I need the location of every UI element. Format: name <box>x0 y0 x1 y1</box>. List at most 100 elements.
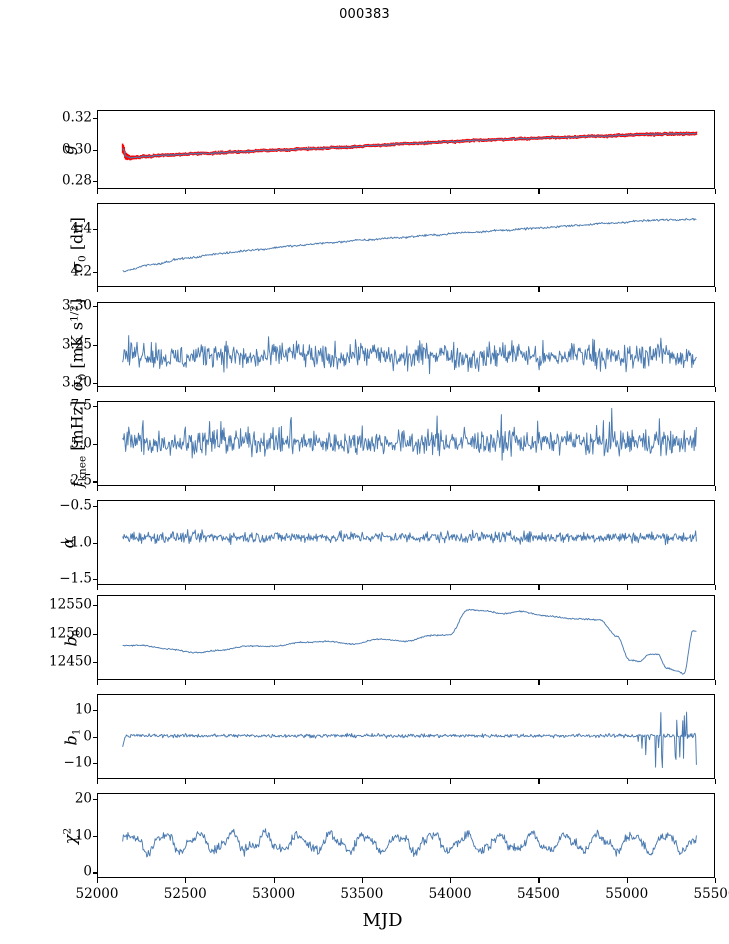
y-tick-label: 3.25 <box>61 335 92 352</box>
x-tick-mark <box>361 486 363 491</box>
x-tick-row <box>97 680 717 686</box>
x-tick-mark <box>715 878 717 883</box>
y-tick-mark <box>93 383 97 385</box>
x-tick-mark <box>715 287 717 292</box>
figure-title: 000383 <box>339 7 390 22</box>
y-tick-label: 5.0 <box>70 434 92 451</box>
y-tick-mark <box>93 505 97 507</box>
data-line-chi2 <box>122 828 697 858</box>
x-tick-mark <box>538 486 540 491</box>
y-tick-label: −0.5 <box>59 497 92 514</box>
x-tick-label: 54500 <box>516 886 560 902</box>
data-line-b0 <box>122 608 697 675</box>
y-tick-label: 10 <box>74 826 92 843</box>
y-tick-mark <box>93 443 97 445</box>
y-tick-label: −1.0 <box>59 533 92 550</box>
y-tick-label: 3.20 <box>61 374 92 391</box>
y-tick-mark <box>93 736 97 738</box>
x-tick-mark <box>626 779 628 784</box>
x-tick-mark <box>450 486 452 491</box>
x-tick-mark <box>185 585 187 590</box>
x-tick-mark <box>450 680 452 685</box>
x-tick-mark <box>97 680 99 685</box>
x-tick-row <box>97 878 717 884</box>
x-tick-mark <box>185 878 187 883</box>
x-tick-mark <box>715 585 717 590</box>
y-tick-mark <box>93 271 97 274</box>
x-tick-mark <box>273 680 275 685</box>
y-tick-mark <box>93 872 97 874</box>
x-tick-mark <box>450 189 452 194</box>
x-tick-mark <box>450 779 452 784</box>
x-tick-label: 55500 <box>693 886 729 902</box>
x-tick-mark <box>273 779 275 784</box>
y-tick-label: 10 <box>74 701 92 718</box>
y-tick-label: 7.5 <box>70 396 92 413</box>
x-tick-label: 55000 <box>605 886 649 902</box>
x-tick-mark <box>273 287 275 292</box>
y-tick-mark <box>93 661 97 663</box>
y-tick-label: 0.28 <box>61 172 92 189</box>
y-tick-label: 20 <box>74 789 92 806</box>
y-tick-label: −1.5 <box>59 570 92 587</box>
x-tick-mark <box>538 680 540 685</box>
y-tick-label: −10 <box>63 754 93 771</box>
plot-panel-chi2 <box>97 793 715 878</box>
x-tick-row <box>97 287 717 293</box>
y-tick-mark <box>93 709 97 712</box>
y-tick-mark <box>93 181 97 183</box>
y-tick-label: 2.5 <box>70 472 92 489</box>
x-tick-mark <box>626 387 628 392</box>
x-tick-mark <box>97 287 99 292</box>
x-tick-label: 52500 <box>163 886 207 902</box>
x-tick-mark <box>450 387 452 392</box>
plot-panel-b0 <box>97 595 715 680</box>
x-tick-mark <box>538 287 540 292</box>
y-axis-label-chi2: χ2 <box>60 827 80 844</box>
y-tick-label: 12500 <box>49 624 92 641</box>
x-tick-mark <box>361 779 363 784</box>
x-tick-mark <box>97 779 99 784</box>
x-tick-row <box>97 779 717 785</box>
x-tick-mark <box>97 585 99 590</box>
x-tick-mark <box>450 585 452 590</box>
x-tick-row <box>97 486 717 492</box>
plot-panel-gain <box>97 110 715 189</box>
plot-panel-fknee <box>97 401 715 486</box>
y-tick-mark <box>93 605 97 607</box>
x-tick-mark <box>185 680 187 685</box>
y-tick-mark <box>93 344 97 346</box>
x-tick-mark <box>361 680 363 685</box>
x-tick-mark <box>538 878 540 883</box>
x-tick-mark <box>715 387 717 392</box>
x-tick-mark <box>273 585 275 590</box>
y-tick-mark <box>93 228 97 230</box>
y-tick-mark <box>93 149 97 151</box>
x-tick-mark <box>361 585 363 590</box>
x-tick-mark <box>626 189 628 194</box>
y-tick-label: 12550 <box>49 596 92 613</box>
y-tick-mark <box>93 763 97 765</box>
x-tick-mark <box>626 878 628 883</box>
data-line-b1 <box>122 711 697 769</box>
x-tick-mark <box>538 779 540 784</box>
x-axis-label: MJD <box>362 910 403 931</box>
y-tick-label: 0.30 <box>61 140 92 157</box>
x-tick-mark <box>626 585 628 590</box>
x-tick-mark <box>97 878 99 883</box>
x-tick-label: 53000 <box>252 886 296 902</box>
x-tick-mark <box>185 486 187 491</box>
data-line-sigma0_mk <box>122 335 697 375</box>
plot-panel-alpha <box>97 500 715 585</box>
x-tick-mark <box>715 779 717 784</box>
data-line-gain <box>122 132 697 159</box>
x-tick-mark <box>273 878 275 883</box>
x-tick-row <box>97 387 717 393</box>
y-tick-mark <box>93 305 97 307</box>
x-tick-mark <box>97 387 99 392</box>
x-tick-mark <box>185 287 187 292</box>
x-tick-mark <box>185 189 187 194</box>
y-tick-mark <box>93 633 97 635</box>
x-tick-row <box>97 585 717 591</box>
y-tick-mark <box>93 579 97 581</box>
